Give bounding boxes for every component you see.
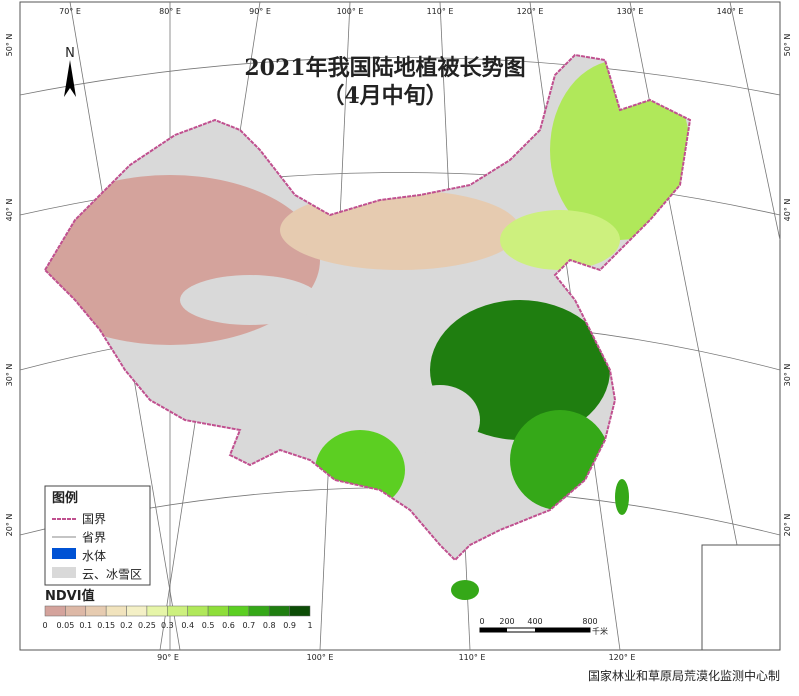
ndvi-swatch — [167, 605, 188, 617]
ndvi-swatch — [187, 605, 209, 617]
ndvi-swatch — [126, 605, 148, 617]
lon-label: 110° E — [459, 653, 486, 662]
lon-label: 90° E — [157, 653, 179, 662]
ndvi-swatch — [248, 605, 270, 617]
ndvi-swatch — [65, 605, 87, 617]
ndvi-title: NDVI值 — [45, 588, 95, 604]
scale-label: 800 — [582, 617, 597, 626]
ndvi-label: 1 — [307, 621, 312, 630]
scale-label: 200 — [499, 617, 514, 626]
ndvi-label: 0.15 — [97, 621, 115, 630]
lon-label: 120° E — [609, 653, 636, 662]
legend-symbol — [52, 567, 76, 578]
lon-label: 90° E — [249, 7, 271, 16]
legend-label: 省界 — [82, 531, 106, 545]
ndvi-swatch — [268, 605, 290, 617]
lat-label: 50° N — [783, 34, 792, 57]
lat-label: 40° N — [5, 199, 14, 222]
lon-label: 120° E — [517, 7, 544, 16]
legend-label: 云、冰雪区 — [82, 568, 142, 582]
lon-label: 110° E — [427, 7, 454, 16]
scale-label: 0 — [479, 617, 484, 626]
lat-label: 50° N — [5, 34, 14, 57]
ndvi-swatch — [85, 605, 107, 617]
ndvi-label: 0.5 — [202, 621, 215, 630]
lon-label: 130° E — [617, 7, 644, 16]
inset-frame — [701, 544, 781, 651]
legend-label: 国界 — [82, 512, 106, 526]
ndvi-label: 0 — [42, 621, 47, 630]
lat-label: 40° N — [783, 199, 792, 222]
ndvi-label: 0.2 — [120, 621, 133, 630]
ndvi-swatch — [146, 605, 168, 617]
scale-bar — [480, 628, 507, 632]
ndvi-swatch — [207, 605, 229, 617]
scale-unit: 千米 — [592, 626, 608, 636]
ndvi-label: 0.6 — [222, 621, 235, 630]
lat-label: 30° N — [783, 364, 792, 387]
legend-title: 图例 — [52, 490, 78, 506]
lon-label: 80° E — [159, 7, 181, 16]
legend-label: 水体 — [82, 549, 106, 563]
ndvi-swatch — [44, 605, 66, 617]
ndvi-label: 0.7 — [242, 621, 255, 630]
legend-symbol — [52, 548, 76, 559]
ndvi-label: 0.8 — [263, 621, 276, 630]
lon-label: 140° E — [717, 7, 744, 16]
ndvi-label: 0.25 — [138, 621, 156, 630]
north-arrow — [64, 60, 76, 97]
ndvi-label: 0.05 — [56, 621, 74, 630]
scale-label: 400 — [527, 617, 542, 626]
subtitle: （4月中旬） — [322, 83, 447, 109]
lat-label: 30° N — [5, 364, 14, 387]
ndvi-swatch — [228, 605, 250, 617]
lon-label: 70° E — [59, 7, 81, 16]
ndvi-swatch — [105, 605, 127, 617]
ndvi-label: 0.4 — [181, 621, 194, 630]
scale-bar — [535, 628, 590, 632]
title: 2021年我国陆地植被长势图 — [244, 55, 525, 81]
lon-label: 100° E — [307, 653, 334, 662]
ndvi-label: 0.3 — [161, 621, 174, 630]
ndvi-label: 0.9 — [283, 621, 296, 630]
hainan — [451, 580, 479, 600]
lon-label: 100° E — [337, 7, 364, 16]
footer: 国家林业和草原局荒漠化监测中心制 — [588, 668, 780, 683]
ndvi-label: 0.1 — [79, 621, 92, 630]
taiwan — [615, 479, 629, 515]
lat-label: 20° N — [783, 514, 792, 537]
ndvi-swatch — [289, 605, 311, 617]
lat-label: 20° N — [5, 514, 14, 537]
north-label: N — [65, 46, 75, 61]
